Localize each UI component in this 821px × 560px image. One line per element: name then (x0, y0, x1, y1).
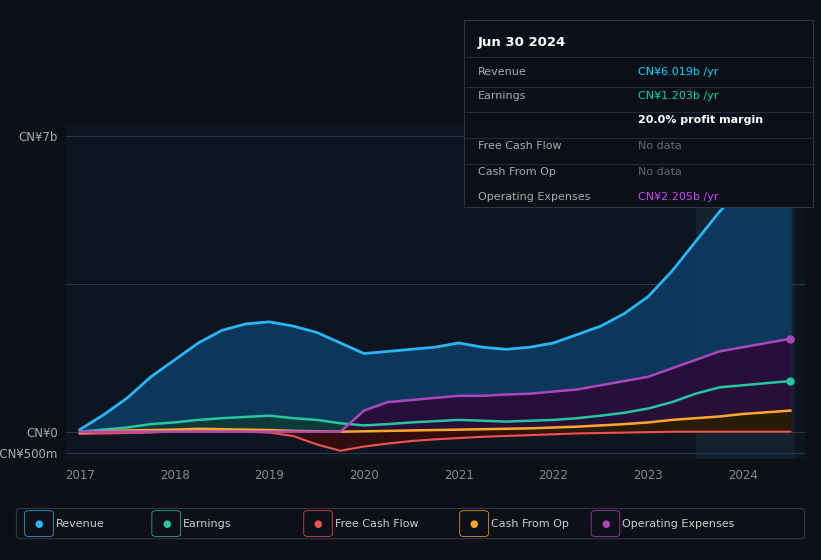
Text: CN¥1.203b /yr: CN¥1.203b /yr (639, 91, 718, 101)
Text: Revenue: Revenue (56, 519, 104, 529)
Text: No data: No data (639, 141, 682, 151)
Text: ●: ● (470, 519, 479, 529)
Text: ●: ● (162, 519, 171, 529)
Text: Free Cash Flow: Free Cash Flow (478, 141, 562, 151)
Text: CN¥2.205b /yr: CN¥2.205b /yr (639, 192, 719, 202)
Bar (695, 123, 795, 459)
Text: Free Cash Flow: Free Cash Flow (335, 519, 419, 529)
Text: ●: ● (34, 519, 44, 529)
Text: ●: ● (314, 519, 323, 529)
Text: 20.0% profit margin: 20.0% profit margin (639, 115, 764, 125)
Text: Jun 30 2024: Jun 30 2024 (478, 36, 566, 49)
Text: Revenue: Revenue (478, 67, 526, 77)
Text: Operating Expenses: Operating Expenses (622, 519, 735, 529)
Text: No data: No data (639, 167, 682, 178)
Text: Cash From Op: Cash From Op (491, 519, 569, 529)
Text: Earnings: Earnings (478, 91, 526, 101)
Text: CN¥6.019b /yr: CN¥6.019b /yr (639, 67, 718, 77)
Text: Cash From Op: Cash From Op (478, 167, 556, 178)
Text: Operating Expenses: Operating Expenses (478, 192, 590, 202)
Text: ●: ● (601, 519, 610, 529)
Text: Earnings: Earnings (183, 519, 232, 529)
